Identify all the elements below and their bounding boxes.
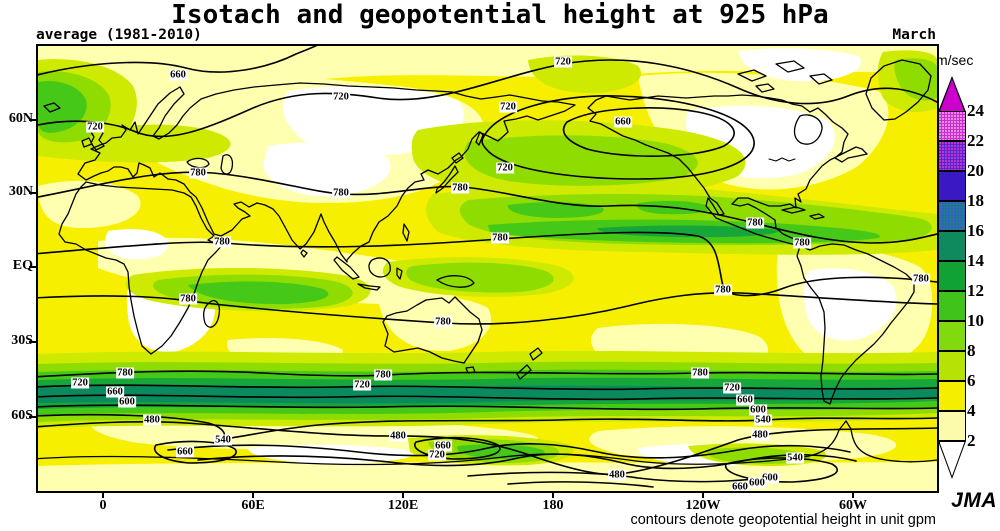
contour-label-660: 660 [731, 481, 749, 493]
legend-value-4: 4 [967, 401, 976, 420]
contour-label-780: 780 [213, 236, 231, 248]
contour-label-720: 720 [499, 101, 517, 113]
legend-value-22: 22 [967, 131, 984, 150]
legend-value-20: 20 [967, 161, 984, 180]
contour-label-780: 780 [179, 293, 197, 305]
contour-label-600: 600 [748, 477, 766, 489]
contour-label-660: 660 [176, 446, 194, 458]
contour-label-600: 600 [761, 472, 779, 484]
legend-value-14: 14 [967, 251, 984, 270]
legend-box-16-18 [938, 201, 966, 231]
contour-label-780: 780 [434, 316, 452, 328]
lat-tick-EQ: EQ [12, 258, 33, 273]
contour-label-480: 480 [608, 469, 626, 481]
contour-label-780: 780 [451, 182, 469, 194]
contour-label-660: 660 [736, 394, 754, 406]
contour-label-780: 780 [332, 187, 350, 199]
contour-label-540: 540 [214, 434, 232, 446]
contour-label-600: 600 [118, 396, 136, 408]
color-scale-legend: m/sec 24 22 20 18 16 14 12 10 8 6 4 2 [936, 52, 1000, 502]
lat-tick-60S: 60S [11, 408, 33, 423]
legend-box-2-4 [938, 411, 966, 441]
lat-tick-30S: 30S [11, 333, 33, 348]
legend-box-12-14 [938, 261, 966, 291]
subtitle-month: March [892, 27, 936, 43]
legend-value-18: 18 [967, 191, 984, 210]
contour-label-780: 780 [793, 237, 811, 249]
contour-label-600: 600 [749, 404, 767, 416]
height-contours [38, 46, 937, 488]
legend-value-24: 24 [967, 101, 984, 120]
contour-label-780: 780 [116, 367, 134, 379]
legend-box-20-22 [938, 141, 966, 171]
legend-unit-label: m/sec [936, 52, 974, 68]
contour-label-780: 780 [746, 217, 764, 229]
legend-box-6-8 [938, 351, 966, 381]
contour-label-720: 720 [554, 56, 572, 68]
legend-box-8-10 [938, 321, 966, 351]
contour-label-780: 780 [691, 367, 709, 379]
coastlines [38, 59, 937, 466]
contour-label-780: 780 [374, 369, 392, 381]
lon-tick-120E: 120E [387, 498, 419, 513]
map-canvas [38, 46, 937, 491]
contour-label-780: 780 [491, 232, 509, 244]
contour-label-480: 480 [389, 430, 407, 442]
contour-label-780: 780 [912, 273, 930, 285]
lon-tick-60W: 60W [839, 498, 867, 513]
contour-label-660: 660 [614, 116, 632, 128]
lon-tick-0: 0 [99, 498, 107, 513]
legend-box-10-12 [938, 291, 966, 321]
page-title: Isotach and geopotential height at 925 h… [171, 0, 829, 30]
lat-tick-30N: 30N [8, 184, 33, 199]
lon-tick-60E: 60E [241, 498, 265, 513]
contour-label-660: 660 [106, 386, 124, 398]
lat-tick-60N: 60N [8, 111, 33, 126]
contour-label-720: 720 [86, 121, 104, 133]
jma-logo: JMA [951, 489, 997, 512]
legend-value-10: 10 [967, 311, 984, 330]
contour-label-480: 480 [143, 414, 161, 426]
lon-tick-120W: 120W [685, 498, 721, 513]
lon-tick-180: 180 [542, 498, 564, 513]
contour-label-540: 540 [754, 414, 772, 426]
legend-box-18-20 [938, 171, 966, 201]
contour-label-780: 780 [189, 167, 207, 179]
contour-unit-caption: contours denote geopotential height in u… [630, 512, 936, 528]
legend-value-16: 16 [967, 221, 984, 240]
contour-label-720: 720 [428, 449, 446, 461]
legend-box-22-24 [938, 111, 966, 141]
contour-label-720: 720 [353, 379, 371, 391]
legend-box-14-16 [938, 231, 966, 261]
legend-value-8: 8 [967, 341, 976, 360]
legend-value-12: 12 [967, 281, 984, 300]
contour-label-540: 540 [786, 452, 804, 464]
contour-label-480: 480 [751, 429, 769, 441]
contour-label-660: 660 [169, 69, 187, 81]
legend-value-6: 6 [967, 371, 976, 390]
legend-value-2: 2 [967, 431, 976, 450]
subtitle-average-period: average (1981-2010) [36, 27, 202, 43]
contour-label-720: 720 [332, 91, 350, 103]
contour-label-780: 780 [714, 284, 732, 296]
contour-label-660: 660 [434, 440, 452, 452]
contour-label-720: 720 [723, 382, 741, 394]
contour-label-720: 720 [496, 162, 514, 174]
contour-label-720: 720 [71, 377, 89, 389]
world-isotach-map: 660 720 720 720 720 660 720 780 780 780 780 780 780 7… [36, 44, 939, 493]
legend-box-4-6 [938, 381, 966, 411]
